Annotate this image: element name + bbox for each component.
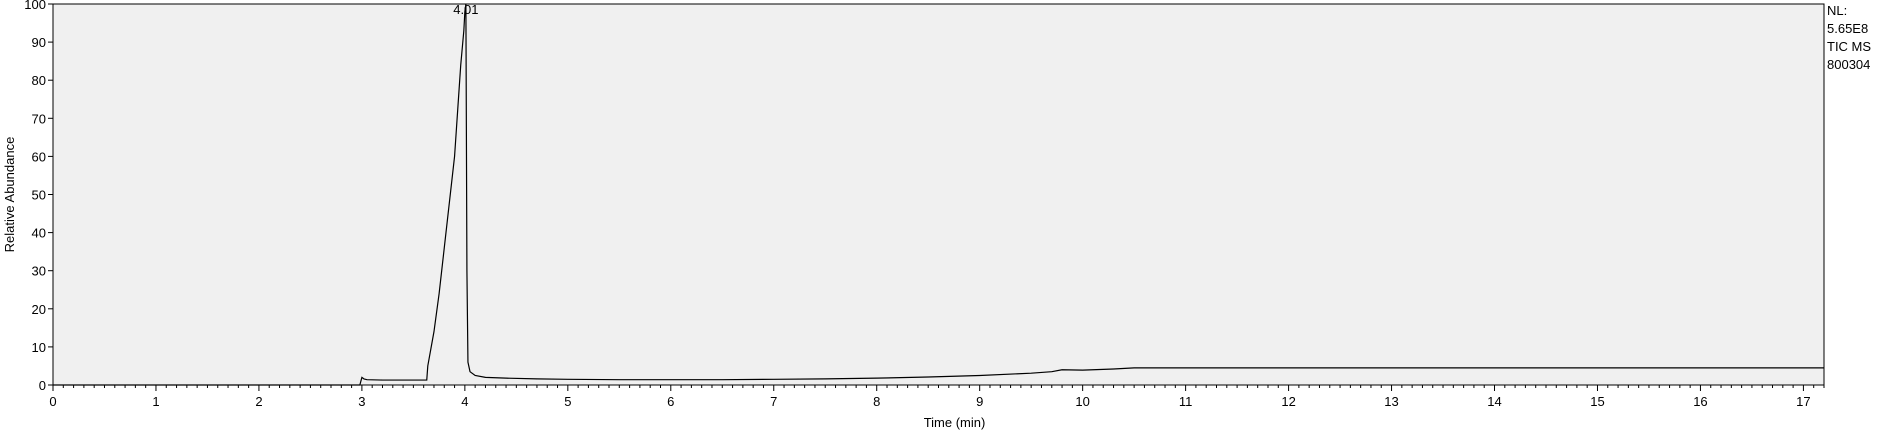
info-nl-value: 5.65E8 <box>1827 21 1868 36</box>
y-tick-label: 50 <box>32 188 46 203</box>
x-tick-label: 3 <box>358 394 365 409</box>
y-tick-label: 70 <box>32 111 46 126</box>
y-tick-label: 40 <box>32 226 46 241</box>
tic-trace-line <box>53 3 1824 386</box>
y-tick-label: 80 <box>32 73 46 88</box>
x-tick-label: 17 <box>1796 394 1810 409</box>
y-tick-label: 60 <box>32 149 46 164</box>
info-scan-type: TIC MS <box>1827 39 1871 54</box>
info-nl-label: NL: <box>1827 3 1847 18</box>
info-sample-id: 800304 <box>1827 57 1870 72</box>
y-tick-label: 0 <box>39 378 46 393</box>
x-tick-label: 16 <box>1693 394 1707 409</box>
x-tick-label: 8 <box>873 394 880 409</box>
x-tick-label: 2 <box>255 394 262 409</box>
x-tick-label: 10 <box>1075 394 1089 409</box>
y-tick-label: 100 <box>24 0 46 12</box>
x-tick-label: 7 <box>770 394 777 409</box>
x-axis-title: Time (min) <box>924 415 986 430</box>
x-tick-label: 11 <box>1179 394 1193 409</box>
y-axis-ticks: 0 10 20 30 40 50 60 70 80 90 100 <box>24 0 53 393</box>
x-tick-label: 5 <box>564 394 571 409</box>
y-tick-label: 90 <box>32 35 46 50</box>
y-axis-title: Relative Abundance <box>2 137 17 253</box>
x-axis-ticks: 0 1 2 3 4 5 6 7 8 9 10 11 12 13 14 15 16 17 <box>49 385 1825 409</box>
x-tick-label: 9 <box>976 394 983 409</box>
plot-background <box>52 3 1825 386</box>
peak-label: 4.01 <box>453 2 478 17</box>
x-tick-label: 1 <box>152 394 159 409</box>
x-tick-label: 0 <box>49 394 56 409</box>
y-tick-label: 10 <box>32 340 46 355</box>
x-tick-label: 6 <box>667 394 674 409</box>
y-tick-label: 30 <box>32 264 46 279</box>
x-tick-label: 4 <box>461 394 468 409</box>
x-tick-label: 13 <box>1384 394 1398 409</box>
y-tick-label: 20 <box>32 302 46 317</box>
x-tick-label: 12 <box>1281 394 1295 409</box>
x-tick-label: 14 <box>1487 394 1501 409</box>
x-tick-label: 15 <box>1590 394 1604 409</box>
